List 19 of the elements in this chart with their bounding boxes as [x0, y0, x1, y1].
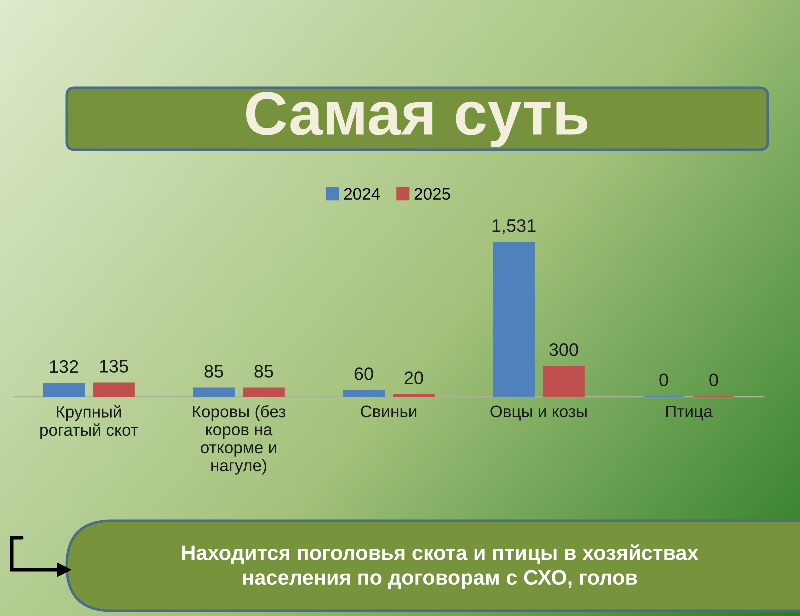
data-label: 0	[660, 374, 668, 386]
data-label: 300	[550, 343, 578, 356]
legend-label: 2025	[414, 188, 450, 200]
data-label: 85	[254, 365, 274, 378]
data-label: 0	[710, 374, 718, 386]
data-label: 60	[354, 368, 374, 380]
x-tick-label: Крупный рогатый скот	[40, 405, 138, 440]
text: Находится поголовья скота и птицы в хозяйствах населения по договорам с СХО, голов	[182, 544, 699, 590]
data-label: 20	[404, 372, 424, 384]
x-tick-label: Овцы и козы	[490, 406, 587, 421]
chart-title: Самая суть	[246, 92, 588, 148]
x-tick-label: Коровы (без коров на откорме и нагуле)	[193, 405, 286, 475]
data-label: 132	[50, 360, 78, 374]
data-label: 1,531	[492, 219, 536, 234]
data-label: 135	[100, 360, 128, 373]
x-tick-label: Птица	[666, 406, 713, 421]
data-label: 85	[204, 365, 224, 378]
legend-label: 2024	[344, 188, 380, 200]
x-tick-label: Свиньи	[361, 406, 417, 418]
